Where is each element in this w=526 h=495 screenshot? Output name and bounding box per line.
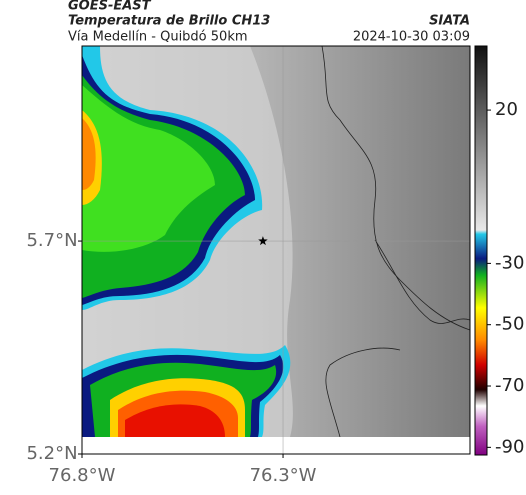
colorbar-tick-label: -90 [495, 436, 524, 457]
colorbar [474, 45, 488, 456]
title: GOES-EAST [68, 0, 152, 14]
subtitle: Temperatura de Brillo CH13 [68, 14, 270, 29]
location-marker [258, 236, 268, 246]
colorbar-tick-label: -30 [495, 252, 524, 273]
colorbar-tick-label: -50 [495, 314, 524, 335]
timestamp: 2024-10-30 03:09 [353, 30, 470, 45]
y-tick-label: 5.7°N [26, 230, 77, 251]
colorbar-tick-label: 20 [495, 99, 518, 120]
map-frame [81, 45, 471, 455]
route: Vía Medellín - Quibdó 50km [68, 30, 248, 45]
map-image [82, 46, 470, 454]
source: SIATA [429, 14, 470, 29]
x-tick-label: 76.8°W [49, 465, 116, 486]
x-tick-label: 76.3°W [250, 465, 317, 486]
y-tick-label: 5.2°N [26, 443, 77, 464]
colorbar-tick-label: -70 [495, 375, 524, 396]
